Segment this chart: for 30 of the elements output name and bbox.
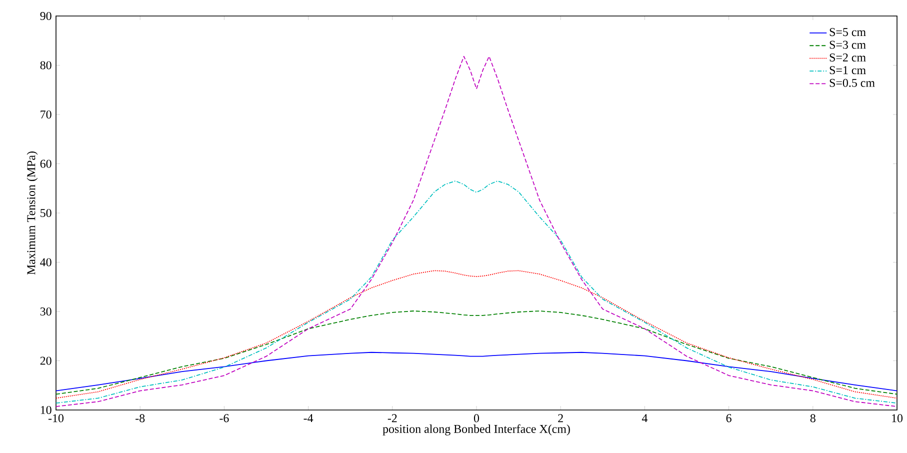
x-tick-label: -4 [304, 414, 314, 422]
y-tick-label: 10 [40, 406, 52, 414]
y-tick-label: 60 [40, 160, 52, 168]
legend-label: S=5 cm [830, 28, 866, 36]
line-series [56, 180, 898, 404]
y-tick-label: 20 [40, 356, 52, 365]
line-series [56, 56, 898, 407]
y-tick-label: 40 [40, 258, 52, 266]
y-tick-label: 90 [40, 12, 52, 20]
x-tick-label: 8 [810, 414, 816, 422]
x-tick-label: 6 [726, 414, 732, 422]
legend-label: S=0.5 cm [830, 78, 875, 87]
x-axis-title: position along Bonbed Interface X(cm) [382, 424, 570, 436]
x-tick-label: 0 [474, 414, 480, 422]
x-tick-label: 4 [642, 414, 648, 422]
legend-label: S=1 cm [830, 66, 866, 74]
y-tick-label: 50 [40, 208, 52, 218]
legend-label: S=3 cm [830, 40, 866, 49]
y-axis-title: Maximum Tension (MPa) [26, 152, 38, 275]
y-tick-label: 30 [40, 307, 52, 316]
x-tick-label: -10 [48, 414, 64, 422]
y-tick-label: 80 [40, 61, 52, 70]
x-tick-label: -2 [388, 414, 397, 422]
line-series [56, 270, 898, 399]
x-tick-label: -6 [220, 414, 229, 422]
legend-label: S=2 cm [830, 53, 866, 62]
x-tick-label: 10 [892, 414, 903, 422]
x-tick-label: 2 [558, 414, 563, 422]
y-tick-label: 70 [40, 110, 52, 119]
x-tick-label: -8 [136, 414, 145, 422]
